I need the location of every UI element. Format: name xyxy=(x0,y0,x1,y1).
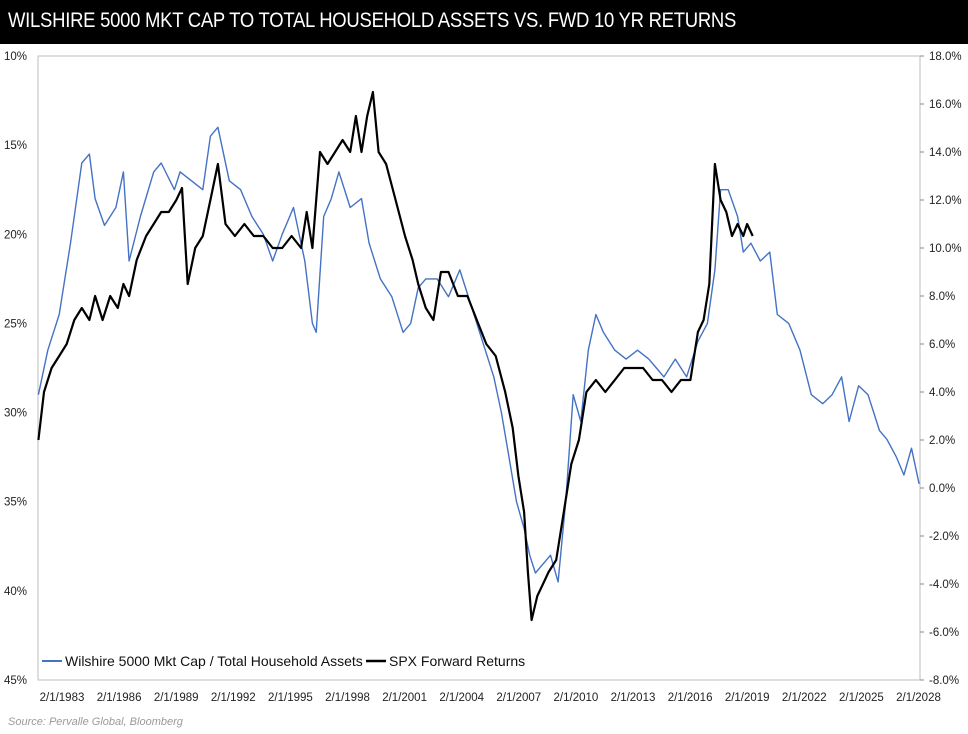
source-note: Source: Pervalle Global, Bloomberg xyxy=(8,716,183,728)
x-tick-label: 2/1/1989 xyxy=(154,692,199,704)
left-tick-label: 35% xyxy=(4,497,27,509)
x-tick-label: 2/1/2001 xyxy=(382,692,427,704)
chart-title: WILSHIRE 5000 MKT CAP TO TOTAL HOUSEHOLD… xyxy=(8,9,737,32)
right-tick-label: 4.0% xyxy=(929,387,955,399)
right-tick-label: -2.0% xyxy=(929,531,959,543)
left-tick-label: 10% xyxy=(4,51,27,63)
x-tick-label: 2/1/1986 xyxy=(97,692,142,704)
legend-label-wilshire: Wilshire 5000 Mkt Cap / Total Household … xyxy=(65,653,363,669)
right-tick-label: 0.0% xyxy=(929,483,955,495)
legend-label-spx: SPX Forward Returns xyxy=(389,653,525,669)
right-axis: 18.0% 16.0% 14.0% 12.0% 10.0% 8.0% 6.0% 4.0% 2.0… xyxy=(920,51,962,687)
x-tick-label: 2/1/2022 xyxy=(782,692,827,704)
right-tick-label: 12.0% xyxy=(929,195,962,207)
x-tick-label: 2/1/1995 xyxy=(268,692,313,704)
right-tick-label: 10.0% xyxy=(929,243,962,255)
right-tick-label: 6.0% xyxy=(929,339,955,351)
x-tick-label: 2/1/2004 xyxy=(439,692,484,704)
x-tick-label: 2/1/2025 xyxy=(839,692,884,704)
x-tick-label: 2/1/2013 xyxy=(611,692,656,704)
series-layer xyxy=(37,90,920,622)
left-tick-label: 20% xyxy=(4,229,27,241)
series-line-wilshire xyxy=(37,126,920,583)
x-tick-label: 2/1/2007 xyxy=(496,692,541,704)
left-tick-label: 30% xyxy=(4,408,27,420)
x-tick-label: 2/1/2028 xyxy=(896,692,941,704)
x-tick-label: 2/1/2010 xyxy=(554,692,599,704)
left-tick-label: 40% xyxy=(4,586,27,598)
left-tick-label: 25% xyxy=(4,318,27,330)
right-tick-label: 2.0% xyxy=(929,435,955,447)
x-tick-label: 2/1/2016 xyxy=(668,692,713,704)
plot-frame xyxy=(37,55,921,681)
series-line-spx xyxy=(37,90,754,622)
right-tick-label: -8.0% xyxy=(929,675,959,687)
title-bar: WILSHIRE 5000 MKT CAP TO TOTAL HOUSEHOLD… xyxy=(0,0,968,44)
legend: Wilshire 5000 Mkt Cap / Total Household … xyxy=(42,653,525,669)
left-tick-label: 45% xyxy=(4,675,27,687)
x-tick-label: 2/1/1998 xyxy=(325,692,370,704)
x-tick-label: 2/1/1992 xyxy=(211,692,256,704)
left-tick-label: 15% xyxy=(4,140,27,152)
right-tick-label: 18.0% xyxy=(929,51,962,63)
x-axis: 2/1/1983 2/1/1986 2/1/1989 2/1/1992 2/1/1995… xyxy=(40,692,941,704)
left-axis: 10% 15% 20% 25% 30% 35% 40% 45% xyxy=(4,51,27,687)
right-tick-label: -6.0% xyxy=(929,627,959,639)
x-tick-label: 2/1/1983 xyxy=(40,692,85,704)
right-tick-label: -4.0% xyxy=(929,579,959,591)
right-tick-label: 16.0% xyxy=(929,99,962,111)
right-tick-label: 8.0% xyxy=(929,291,955,303)
right-tick-label: 14.0% xyxy=(929,147,962,159)
x-tick-label: 2/1/2019 xyxy=(725,692,770,704)
